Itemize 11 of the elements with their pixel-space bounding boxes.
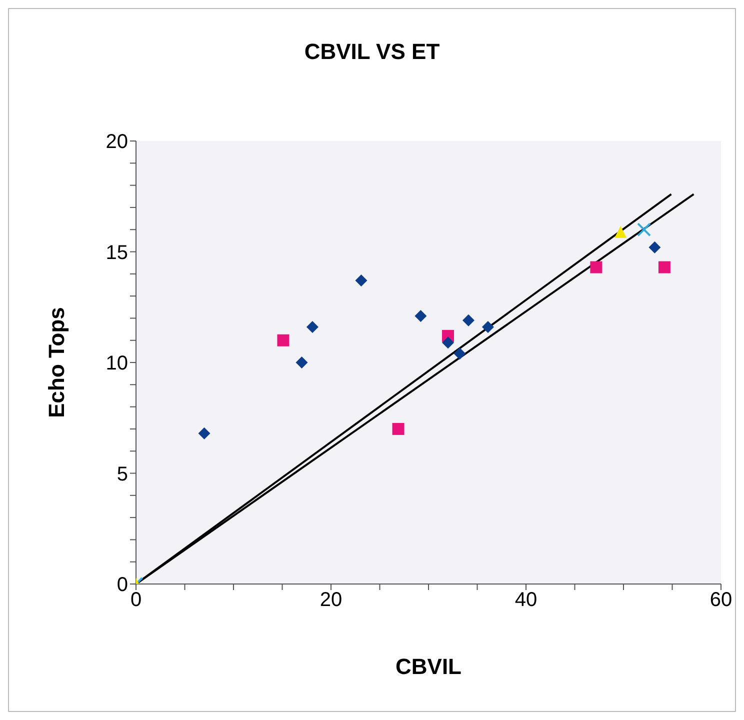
x-tick-label: 60: [710, 589, 732, 612]
x-tick-label: 20: [320, 589, 342, 612]
chart-title: CBVIL VS ET: [303, 38, 441, 66]
y-tick-label: 0: [116, 574, 128, 596]
y-tick-label: 10: [106, 352, 128, 375]
y-tick-label: 5: [116, 463, 128, 486]
y-tick-label: 15: [106, 242, 128, 264]
x-axis-title: CBVIL: [396, 654, 462, 679]
y-tick-label: 20: [106, 131, 128, 154]
x-tick-label: 40: [514, 589, 538, 612]
y-axis-title: Echo Tops: [44, 307, 69, 418]
